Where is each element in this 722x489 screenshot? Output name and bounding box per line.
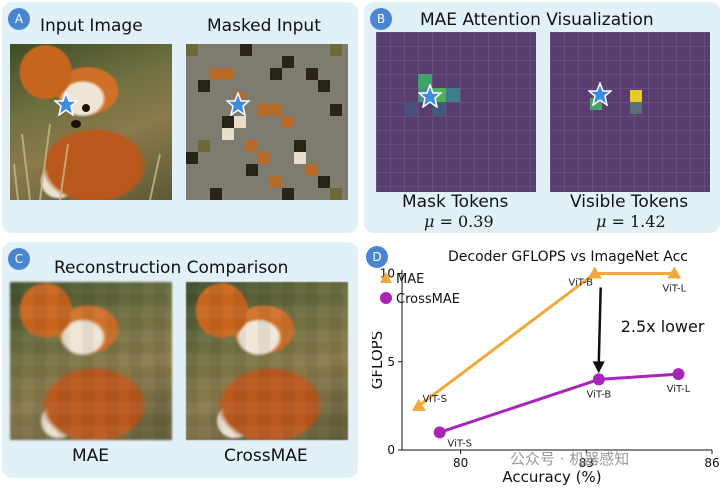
star-marker-icon <box>418 84 442 108</box>
mask-tokens-caption: Mask Tokens <box>402 192 509 212</box>
crossmae-caption: CrossMAE <box>224 446 308 466</box>
arrow-head-icon <box>592 361 605 374</box>
mae-point-vit-l <box>667 266 682 279</box>
mask-mu-value: μ = 0.39 <box>424 212 494 231</box>
panel-c-badge: C <box>8 248 30 270</box>
star-marker-icon <box>54 92 78 116</box>
reconstruction-title: Reconstruction Comparison <box>54 258 289 278</box>
point-label: ViT-S <box>447 438 472 449</box>
mask-token-attention-map <box>376 32 536 192</box>
legend-crossmae-icon <box>380 292 392 304</box>
panel-input-masking: A Input Image Masked Input <box>2 2 358 233</box>
x-tick-label: 80 <box>453 456 468 470</box>
crossmae-point-vit-l <box>672 368 685 381</box>
point-label: ViT-L <box>667 384 691 395</box>
y-tick-label: 0 <box>387 443 395 457</box>
x-axis-label: Accuracy (%) <box>502 468 601 486</box>
mae-point-vit-s <box>411 398 426 411</box>
watermark: 公众号 · 机器感知 <box>510 450 630 468</box>
masked-fox-image <box>186 44 348 200</box>
masked-input-title: Masked Input <box>207 16 321 36</box>
point-label: ViT-S <box>422 394 447 405</box>
panel-a-badge: A <box>8 8 30 30</box>
star-marker-icon <box>588 82 612 106</box>
panel-d-badge: D <box>366 246 388 268</box>
panel-b-badge: B <box>370 8 392 30</box>
legend-mae-icon <box>380 272 392 283</box>
legend-label: CrossMAE <box>396 292 460 307</box>
crossmae-point-vit-s <box>433 426 446 439</box>
point-label: ViT-L <box>662 284 686 295</box>
point-label: ViT-B <box>587 389 612 400</box>
x-tick-label: 83 <box>579 456 594 470</box>
visible-mu-value: μ = 1.42 <box>596 212 666 231</box>
star-marker-icon <box>226 92 250 116</box>
y-axis-label: GFLOPS <box>372 331 386 389</box>
crossmae-reconstruction-image <box>186 282 348 440</box>
visible-tokens-caption: Visible Tokens <box>570 192 689 212</box>
chart-title: Decoder GFLOPS vs ImageNet Acc <box>448 249 688 265</box>
point-label: ViT-B <box>568 278 593 289</box>
mae-reconstruction-image <box>10 282 172 440</box>
gflops-chart: Decoder GFLOPS vs ImageNet Acc GFLOPS Ac… <box>372 249 720 486</box>
panel-attention: B MAE Attention Visualization Mask Token… <box>364 2 720 233</box>
crossmae-point-vit-b <box>592 373 605 386</box>
input-image-title: Input Image <box>40 16 143 36</box>
panel-reconstruction: C Reconstruction Comparison MAE CrossMAE <box>2 242 358 478</box>
attention-title: MAE Attention Visualization <box>420 10 654 30</box>
visible-token-attention-map <box>550 32 710 192</box>
mae-point-vit-b <box>587 266 602 279</box>
mae-caption: MAE <box>72 446 110 466</box>
series-line-crossmae <box>439 372 679 434</box>
visible-patches <box>186 44 342 200</box>
x-tick-label: 86 <box>704 456 719 470</box>
reduction-arrow <box>597 287 602 366</box>
y-tick-label: 5 <box>387 355 395 369</box>
input-fox-image <box>10 44 172 200</box>
legend-label: MAE <box>396 272 424 287</box>
reduction-annotation: 2.5x lower <box>621 317 705 336</box>
